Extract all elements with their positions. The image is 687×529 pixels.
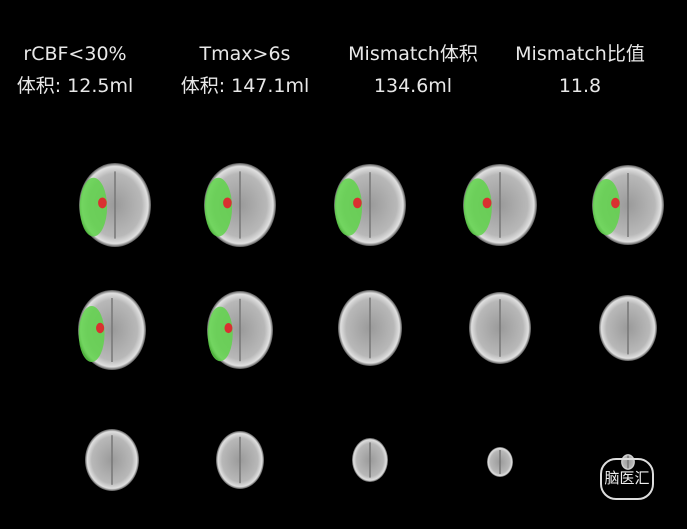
metric-value: 体积: 147.1ml [180,75,310,97]
core [224,322,233,334]
core [611,197,620,209]
core [98,197,107,209]
metric: Mismatch比值 11.8 [495,38,665,102]
metric-label: Mismatch体积 [348,43,478,65]
metric-label: Mismatch比值 [515,43,645,65]
core [353,197,362,209]
metric-label: Tmax>6s [199,43,291,65]
metric: Tmax>6s 体积: 147.1ml [160,38,330,102]
hypoperfusion [207,306,233,362]
hypoperfusion [78,306,105,362]
metric: rCBF<30% 体积: 12.5ml [0,38,160,102]
hypoperfusion [463,178,492,236]
watermark: 脑医汇 [600,458,654,500]
hypoperfusion [592,179,621,235]
metric-value: 134.6ml [373,75,453,97]
core [482,197,492,209]
metric-value: 体积: 12.5ml [16,75,134,97]
core [223,197,232,209]
hypoperfusion [334,178,363,236]
metric: Mismatch体积 134.6ml [328,38,498,102]
metric-value: 11.8 [558,75,602,97]
core [96,322,105,334]
hypoperfusion [204,177,233,237]
hypoperfusion [79,177,108,237]
metric-label: rCBF<30% [23,43,127,65]
